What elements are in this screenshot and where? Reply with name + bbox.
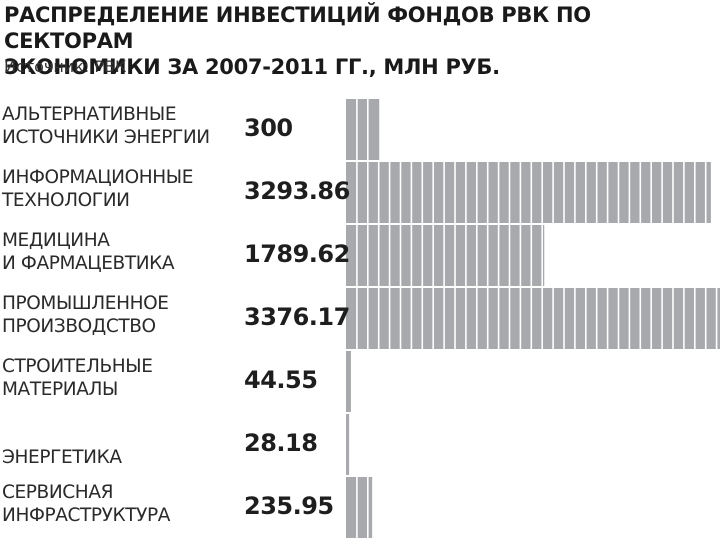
category-label: ЭНЕРГЕТИКА [2,447,122,468]
chart-title: РАСПРЕДЕЛЕНИЕ ИНВЕСТИЦИЙ ФОНДОВ РВК ПО С… [4,3,591,79]
value-label: 44.55 [244,366,318,394]
category-label: ПРОМЫШЛЕННОЕ ПРОИЗВОДСТВО [2,293,169,337]
bar [346,99,380,160]
bar [346,288,720,349]
category-label: СЕРВИСНАЯ ИНФРАСТРУКТУРА [2,482,171,526]
bar [346,225,545,286]
value-label: 300 [244,114,293,142]
bar [346,162,711,223]
value-label: 3376.17 [244,303,350,331]
category-label: МЕДИЦИНА И ФАРМАЦЕВТИКА [2,230,175,274]
value-label: 28.18 [244,429,318,457]
value-label: 235.95 [244,492,334,520]
category-label: ИНФОРМАЦИОННЫЕ ТЕХНОЛОГИИ [2,167,194,211]
chart-source: Источник: РВК [4,57,127,76]
bar [346,351,351,412]
value-label: 3293.86 [244,177,350,205]
value-label: 1789.62 [244,240,350,268]
bar [346,414,350,475]
category-label: СТРОИТЕЛЬНЫЕ МАТЕРИАЛЫ [2,356,153,400]
category-label: АЛЬТЕРНАТИВНЫЕ ИСТОЧНИКИ ЭНЕРГИИ [2,104,210,148]
